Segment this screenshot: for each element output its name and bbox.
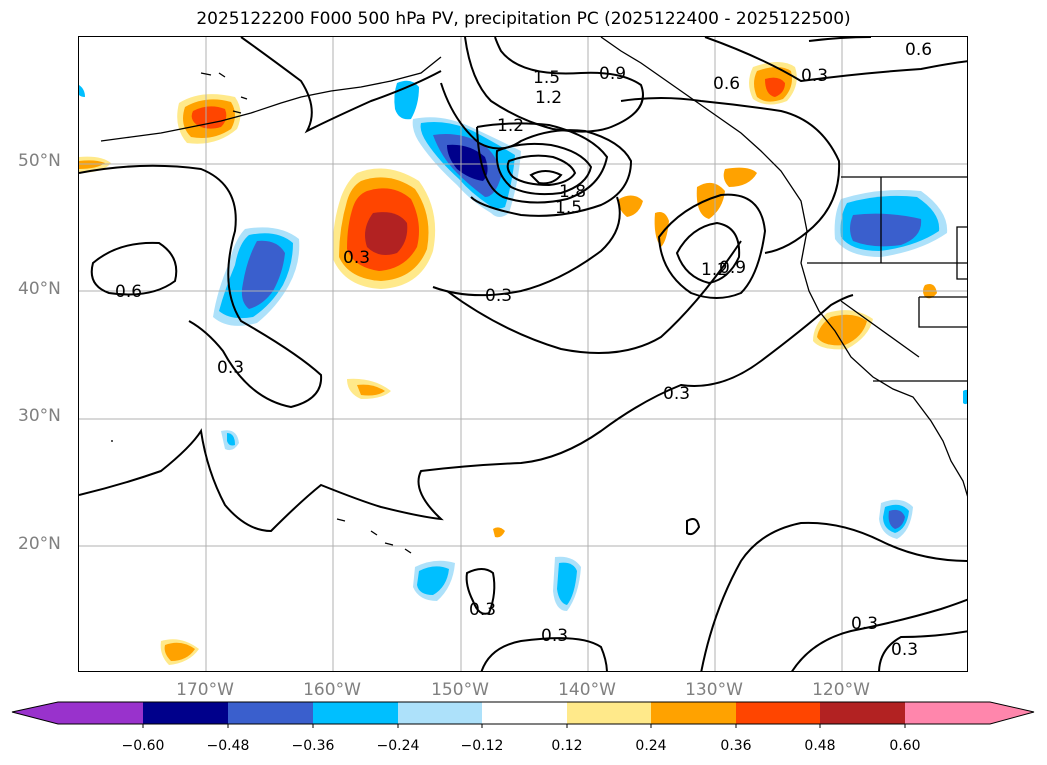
lon-label-120w: 120°W [812, 680, 870, 700]
contour-label: 1.2 [701, 260, 728, 280]
map-canvas: 0.6 0.6 0.9 0.6 0.3 1.5 1.2 1.2 1.8 1.5 … [79, 37, 967, 671]
lat-label-30n: 30°N [18, 406, 61, 426]
colorbar-tick-label: −0.12 [460, 738, 504, 754]
contour-label: 1.5 [555, 198, 582, 218]
contour-label: 0.3 [891, 640, 918, 660]
lon-label-140w: 140°W [558, 680, 616, 700]
contour-labels: 0.6 0.6 0.9 0.6 0.3 1.5 1.2 1.2 1.8 1.5 … [115, 40, 932, 660]
contour-label: 0.9 [719, 258, 746, 278]
colorbar-bin [143, 702, 229, 724]
colorbar-bin [736, 702, 822, 724]
contour-label: 0.3 [217, 358, 244, 378]
precip-patch-cool-east [834, 190, 948, 257]
colorbar-bin [313, 702, 399, 724]
colorbar-bin [58, 702, 144, 724]
contour-label: 0.6 [115, 282, 142, 302]
precip-patch-coastal-north [618, 62, 797, 247]
contour-label: 0.3 [851, 614, 878, 634]
colorbar [11, 701, 1035, 728]
lat-label-40n: 40°N [18, 279, 61, 299]
colorbar-under-arrow [12, 702, 58, 724]
colorbar-bin [905, 702, 990, 724]
lon-label-150w: 150°W [431, 680, 489, 700]
colorbar-bin [228, 702, 314, 724]
colorbar-over-arrow [990, 702, 1034, 724]
contour-label: 0.3 [485, 286, 512, 306]
colorbar-bin [398, 702, 484, 724]
colorbar-outline [11, 701, 1035, 725]
lon-label-160w: 160°W [303, 680, 361, 700]
colorbar-tick-label: 0.60 [889, 738, 921, 754]
colorbar-tick-label: −0.24 [376, 738, 420, 754]
precip-patch-alaska-gulf-west [177, 94, 241, 144]
colorbar-bin [482, 702, 568, 724]
map-panel: 0.6 0.6 0.9 0.6 0.3 1.5 1.2 1.2 1.8 1.5 … [78, 36, 968, 672]
precip-patch-warm-large [332, 168, 436, 289]
lat-label-20n: 20°N [18, 534, 61, 554]
colorbar-tick-label: −0.48 [206, 738, 250, 754]
precip-shading [79, 62, 967, 665]
colorbar-tick-marks [142, 724, 906, 728]
contour-label: 0.9 [599, 64, 626, 84]
contour-label: 0.3 [801, 66, 828, 86]
contour-label: 1.5 [533, 68, 560, 88]
contour-label: 0.3 [343, 248, 370, 268]
contour-label: 0.3 [663, 384, 690, 404]
lat-label-50n: 50°N [18, 151, 61, 171]
contour-label: 1.2 [497, 116, 524, 136]
contour-label: 1.2 [535, 88, 562, 108]
colorbar-tick-label: 0.48 [804, 738, 836, 754]
coastlines [100, 37, 967, 554]
lon-label-130w: 130°W [685, 680, 743, 700]
contour-label: 0.3 [541, 626, 568, 646]
colorbar-tick-label: 0.36 [720, 738, 752, 754]
precip-patch-cool-west [213, 227, 300, 326]
colorbar-bin [651, 702, 737, 724]
colorbar-bin [567, 702, 653, 724]
contour-label: 0.3 [469, 600, 496, 620]
contour-label: 0.6 [713, 74, 740, 94]
colorbar-bin [820, 702, 906, 724]
colorbar-tick-label: −0.36 [291, 738, 335, 754]
colorbar-tick-label: −0.60 [121, 738, 165, 754]
chart-title: 2025122200 F000 500 hPa PV, precipitatio… [196, 9, 851, 29]
pv-contours [79, 37, 967, 671]
colorbar-tick-label: 0.12 [551, 738, 583, 754]
lon-label-170w: 170°W [176, 680, 234, 700]
contour-label: 0.6 [905, 40, 932, 60]
contour-label: 1.8 [559, 182, 586, 202]
colorbar-tick-label: 0.24 [635, 738, 667, 754]
